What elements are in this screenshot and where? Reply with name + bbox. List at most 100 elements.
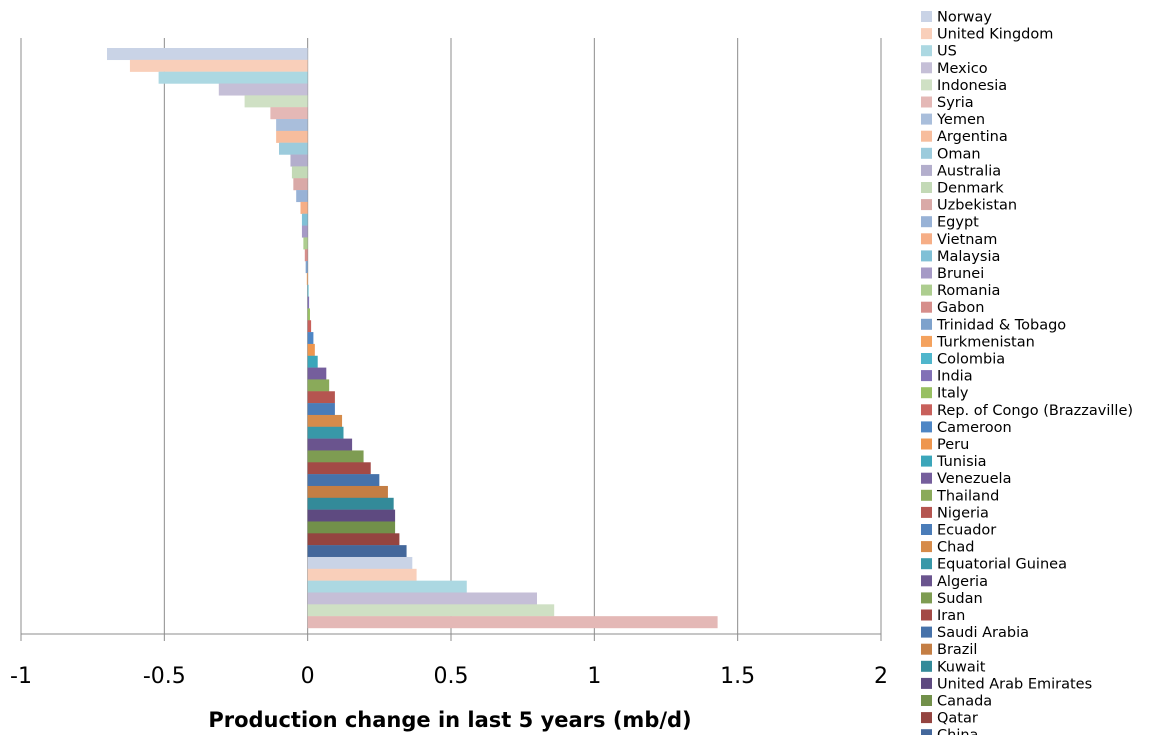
- bar: [307, 604, 555, 617]
- bar: [107, 48, 308, 61]
- legend-swatch: [921, 729, 932, 735]
- bar: [304, 249, 308, 262]
- legend-entry: Egypt: [937, 215, 979, 231]
- legend-swatch: [921, 11, 932, 22]
- x-tick-label: -0.5: [143, 664, 186, 689]
- bar: [307, 343, 315, 356]
- bar: [307, 580, 467, 593]
- bar: [307, 284, 309, 297]
- legend-entry: Equatorial Guinea: [937, 557, 1067, 573]
- legend-swatch: [921, 284, 932, 296]
- bar: [307, 379, 330, 392]
- legend-entry: Tunisia: [936, 454, 987, 470]
- bar: [307, 592, 537, 605]
- legend-entry: Australia: [937, 163, 1001, 179]
- legend-swatch: [921, 592, 932, 604]
- legend-swatch: [921, 301, 932, 313]
- legend-swatch: [921, 182, 932, 193]
- legend-swatch: [921, 96, 932, 108]
- legend-swatch: [921, 164, 932, 176]
- legend-entry: Canada: [937, 694, 992, 710]
- legend-swatch: [921, 250, 932, 262]
- legend-entry: Kuwait: [937, 659, 986, 675]
- bar: [296, 190, 308, 203]
- legend-swatch: [921, 609, 932, 621]
- bar: [307, 391, 335, 404]
- bar: [303, 237, 308, 250]
- legend-entry: Romania: [937, 283, 1000, 299]
- legend-swatch: [921, 575, 932, 587]
- legend-entry: Norway: [937, 10, 992, 26]
- legend-swatch: [921, 79, 932, 91]
- bar: [218, 83, 308, 96]
- legend-entry: Italy: [937, 386, 969, 402]
- bar: [307, 521, 396, 534]
- legend-entry: Malaysia: [937, 249, 1000, 265]
- gridlines: [20, 38, 882, 634]
- legend-swatch: [921, 643, 932, 655]
- legend-swatch: [921, 318, 932, 330]
- bar: [307, 438, 353, 451]
- bar: [270, 107, 308, 120]
- legend-entry: United Kingdom: [937, 27, 1053, 43]
- bar: [307, 355, 318, 368]
- x-tick-label: -1: [10, 664, 32, 689]
- legend-entry: US: [937, 44, 957, 60]
- legend-entry: Colombia: [937, 352, 1005, 368]
- bar: [300, 201, 308, 214]
- legend-entry: Chad: [937, 540, 974, 556]
- bar: [307, 296, 310, 309]
- legend-swatch: [921, 524, 932, 535]
- legend-swatch: [921, 130, 932, 142]
- bar: [307, 616, 718, 629]
- legend-swatch: [921, 472, 932, 484]
- legend-entry: Sudan: [937, 591, 983, 607]
- x-tick-label: 1: [587, 664, 601, 689]
- legend-entry: Vietnam: [937, 232, 997, 248]
- legend-swatch: [921, 353, 932, 364]
- legend-entry: Gabon: [937, 300, 984, 316]
- legend-entry: Cameroon: [937, 420, 1012, 436]
- legend-entry: Thailand: [936, 488, 999, 504]
- legend-swatch: [921, 216, 932, 228]
- legend-entry: Indonesia: [937, 78, 1007, 94]
- legend-entry: Peru: [937, 437, 969, 453]
- legend-swatch: [921, 387, 932, 399]
- legend-entry: Syria: [937, 95, 974, 111]
- bar: [307, 414, 343, 427]
- bar: [307, 474, 380, 487]
- legend-entry: Saudi Arabia: [937, 625, 1029, 641]
- legend-swatch: [921, 335, 932, 347]
- bar: [307, 533, 400, 546]
- legend-swatch: [921, 199, 932, 211]
- legend-entry: Brazil: [937, 642, 977, 658]
- bar: [301, 225, 308, 238]
- bar: [307, 450, 364, 463]
- legend-swatch: [921, 421, 932, 433]
- legend-entry: Iran: [937, 608, 965, 624]
- x-tick-label: 0.5: [434, 664, 469, 689]
- legend-swatch: [921, 28, 932, 40]
- bar: [307, 556, 413, 570]
- bar: [307, 308, 310, 321]
- legend-swatch: [921, 370, 932, 382]
- bar: [307, 545, 407, 558]
- legend-entry: Ecuador: [937, 523, 996, 539]
- legend-entry: Nigeria: [937, 505, 989, 521]
- bar: [307, 462, 371, 475]
- legend-swatch: [921, 489, 932, 501]
- legend-swatch: [921, 45, 932, 57]
- bar: [307, 332, 314, 345]
- legend-entry: India: [937, 369, 973, 385]
- bar: [291, 166, 308, 179]
- legend-swatch: [921, 677, 932, 689]
- bars: [107, 48, 718, 629]
- bar: [276, 119, 308, 132]
- legend-entry: Brunei: [937, 266, 984, 282]
- legend-swatch: [921, 404, 932, 416]
- x-axis: -1 -0.5 0 0.5 1 1.5 2: [10, 633, 888, 689]
- legend-entry: Argentina: [937, 129, 1008, 145]
- bar: [276, 130, 308, 143]
- bar: [307, 367, 327, 380]
